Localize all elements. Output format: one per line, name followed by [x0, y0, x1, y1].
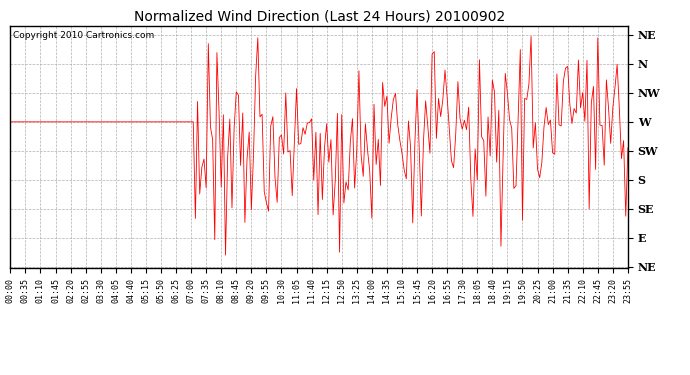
- Text: Copyright 2010 Cartronics.com: Copyright 2010 Cartronics.com: [13, 31, 155, 40]
- Title: Normalized Wind Direction (Last 24 Hours) 20100902: Normalized Wind Direction (Last 24 Hours…: [133, 10, 505, 24]
